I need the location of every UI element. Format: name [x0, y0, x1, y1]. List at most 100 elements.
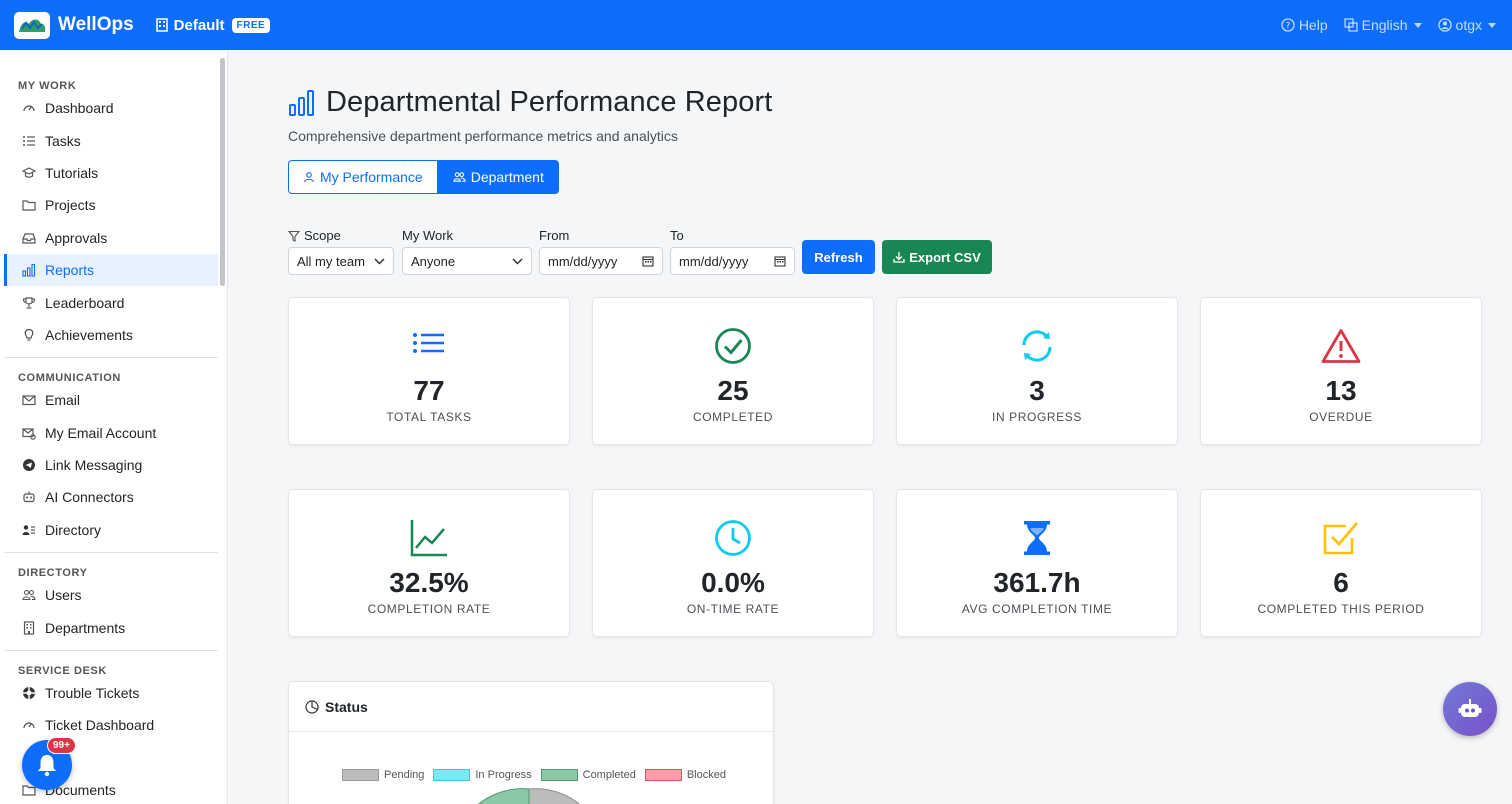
telegram-icon: [23, 459, 35, 472]
sidebar-item-label: Leaderboard: [45, 294, 125, 311]
from-label: From: [539, 228, 570, 243]
ai-assistant-button[interactable]: [1443, 682, 1497, 736]
page-title: Departmental Performance Report: [288, 86, 772, 119]
sidebar-item-label: Departments: [45, 619, 126, 636]
sidebar-item-approvals[interactable]: Approvals: [4, 222, 218, 254]
sidebar-item-label: Projects: [45, 197, 96, 214]
sidebar-item-label: AI Connectors: [45, 489, 134, 506]
to-date-input[interactable]: mm/dd/yyyy: [670, 247, 795, 275]
department-button[interactable]: Department: [437, 160, 559, 194]
sidebar-item-link-messaging[interactable]: Link Messaging: [4, 449, 218, 481]
department-label: Department: [470, 169, 544, 185]
person-lines-icon: [22, 525, 35, 535]
workspace-name: Default: [173, 16, 225, 34]
folder-icon: [22, 200, 36, 211]
sidebar-item-trouble-tickets[interactable]: Trouble Tickets: [4, 677, 218, 709]
mywork-label: My Work: [402, 228, 454, 243]
sidebar-item-directory[interactable]: Directory: [4, 514, 218, 546]
folder-icon: [22, 785, 36, 796]
from-date-input[interactable]: mm/dd/yyyy: [539, 247, 663, 275]
help-label: Help: [1298, 17, 1328, 33]
sidebar-item-documents[interactable]: Documents: [4, 774, 218, 804]
sidebar-item-label: Tutorials: [45, 164, 99, 181]
page-subtitle: Comprehensive department performance met…: [288, 128, 678, 144]
stat-card-total-tasks: 77 TOTAL TASKS: [288, 297, 570, 445]
calendar-icon: [642, 256, 654, 267]
stat-label: OVERDUE: [1309, 410, 1373, 424]
scope-select[interactable]: All my team: [288, 247, 394, 275]
translate-icon: [1344, 18, 1358, 32]
workspace-switcher[interactable]: Default FREE: [155, 16, 271, 34]
legend-item-pending[interactable]: Pending: [342, 769, 424, 781]
question-circle-icon: ?: [1281, 18, 1295, 32]
legend-item-in-progress[interactable]: In Progress: [433, 769, 532, 781]
stat-label: COMPLETED THIS PERIOD: [1257, 602, 1425, 616]
stat-value: 32.5%: [389, 567, 469, 598]
sidebar-item-tutorials[interactable]: Tutorials: [4, 157, 218, 189]
envelope-gear-icon: [22, 428, 36, 440]
robot-icon: [1458, 699, 1482, 717]
gauge-icon: [23, 722, 35, 729]
bar-chart-icon: [22, 264, 36, 277]
sidebar-item-label: Approvals: [45, 229, 108, 246]
stat-value: 361.7h: [993, 567, 1081, 598]
sidebar-item-users[interactable]: Users: [4, 579, 218, 611]
bell-icon: [38, 755, 56, 777]
my-performance-button[interactable]: My Performance: [288, 160, 438, 194]
inbox-icon: [22, 233, 36, 244]
list-icon: [23, 135, 35, 146]
status-legend: Pending In Progress Completed Blocked: [342, 769, 735, 781]
building-icon: [23, 621, 35, 635]
brand-link[interactable]: WellOps: [14, 11, 134, 39]
legend-item-completed[interactable]: Completed: [540, 769, 636, 781]
sidebar-divider: [4, 552, 218, 554]
sidebar-section-title: DIRECTORY: [18, 567, 88, 580]
sidebar-item-label: Ticket Dashboard: [45, 717, 155, 734]
calendar-icon: [774, 256, 786, 267]
sidebar-item-email[interactable]: Email: [4, 384, 218, 416]
pie-slice-pending: [528, 788, 580, 804]
caret-down-icon: [1413, 22, 1422, 28]
language-dropdown[interactable]: English: [1344, 17, 1422, 33]
sidebar-item-leaderboard[interactable]: Leaderboard: [4, 286, 218, 318]
people-icon: [453, 172, 466, 182]
to-label: To: [670, 228, 684, 243]
sidebar-item-dashboard[interactable]: Dashboard: [4, 92, 218, 124]
sidebar-item-ai-connectors[interactable]: AI Connectors: [4, 481, 218, 513]
caret-down-icon: [1488, 22, 1496, 28]
sidebar-item-projects[interactable]: Projects: [4, 189, 218, 221]
legend-item-blocked[interactable]: Blocked: [644, 769, 726, 781]
legend-label: In Progress: [475, 769, 532, 781]
envelope-icon: [22, 395, 36, 406]
sidebar-item-label: Reports: [45, 262, 95, 279]
gauge-icon: [23, 105, 35, 112]
sidebar-item-achievements[interactable]: Achievements: [4, 319, 218, 351]
mortarboard-icon: [22, 167, 36, 178]
sidebar-item-ticket-dashboard[interactable]: Ticket Dashboard: [4, 709, 218, 741]
status-card-header: Status: [289, 682, 773, 732]
people-icon: [22, 590, 36, 601]
bar-chart-icon: [289, 89, 314, 116]
sidebar-item-label: Directory: [45, 521, 102, 538]
sidebar-item-label: Users: [45, 587, 82, 604]
person-icon: [303, 172, 315, 183]
user-menu[interactable]: otgx: [1437, 17, 1496, 33]
sidebar-item-departments[interactable]: Departments: [4, 611, 218, 643]
sidebar-scrollbar[interactable]: [220, 58, 225, 286]
sidebar-item-my-email-account[interactable]: My Email Account: [4, 417, 218, 449]
help-link[interactable]: ? Help: [1281, 17, 1328, 33]
legend-label: Pending: [384, 769, 425, 781]
lightbulb-icon: [24, 328, 34, 341]
export-csv-button[interactable]: Export CSV: [882, 240, 992, 274]
stat-label: ON-TIME RATE: [686, 602, 780, 616]
stat-label: IN PROGRESS: [992, 410, 1082, 424]
sidebar-item-tasks[interactable]: Tasks: [4, 124, 218, 156]
chevron-down-icon: [374, 257, 385, 265]
notifications-count-badge: 99+: [47, 737, 76, 754]
refresh-button[interactable]: Refresh: [802, 240, 875, 274]
scope-label-text: Scope: [304, 228, 341, 243]
sidebar-item-reports[interactable]: Reports: [4, 253, 218, 287]
check-square-icon: [1322, 518, 1360, 558]
mywork-select[interactable]: Anyone: [402, 247, 532, 275]
warning-triangle-icon: [1321, 326, 1361, 366]
